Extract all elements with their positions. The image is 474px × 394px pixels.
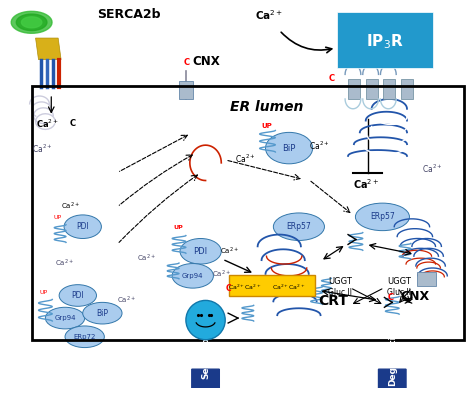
Text: PDI: PDI	[193, 247, 208, 256]
Text: UP: UP	[39, 290, 47, 295]
Bar	[179, 81, 193, 99]
Text: IP$_3$R: IP$_3$R	[365, 33, 403, 51]
Bar	[32, 86, 464, 340]
Ellipse shape	[65, 326, 104, 348]
Ellipse shape	[273, 213, 325, 240]
Text: Ca$^{2+}$: Ca$^{2+}$	[309, 139, 329, 152]
Ellipse shape	[59, 285, 97, 306]
Text: ERp72: ERp72	[73, 334, 96, 340]
Text: Ca$^{2+}$Ca$^{2+}$: Ca$^{2+}$Ca$^{2+}$	[228, 283, 262, 292]
FancyBboxPatch shape	[337, 13, 433, 69]
Text: UGGT: UGGT	[328, 277, 352, 286]
Bar	[417, 272, 437, 286]
Text: Ca$^{2+}$: Ca$^{2+}$	[353, 178, 379, 191]
Text: Ca$^{2+}$: Ca$^{2+}$	[55, 257, 74, 269]
Text: Ca$^{2+}$: Ca$^{2+}$	[137, 252, 156, 264]
Text: Gluc II: Gluc II	[328, 288, 352, 297]
Text: C: C	[184, 58, 190, 67]
Text: C: C	[70, 119, 76, 128]
Polygon shape	[36, 38, 61, 59]
Ellipse shape	[265, 132, 313, 164]
Text: UP: UP	[53, 215, 61, 220]
Text: SERCA2b: SERCA2b	[98, 8, 161, 21]
FancyArrow shape	[371, 369, 414, 394]
Text: Secretion: Secretion	[201, 330, 210, 379]
Text: CNX: CNX	[400, 290, 429, 303]
Text: CNX: CNX	[193, 54, 220, 67]
Text: Ca$^{2+}$: Ca$^{2+}$	[212, 269, 231, 280]
Ellipse shape	[356, 203, 410, 230]
Bar	[366, 79, 377, 99]
Text: PDI: PDI	[76, 222, 89, 231]
Text: ER lumen: ER lumen	[230, 100, 303, 114]
Text: UGGT: UGGT	[387, 277, 411, 286]
Text: Gluc II: Gluc II	[387, 288, 411, 297]
Text: Ca$^{2+}$Ca$^{2+}$: Ca$^{2+}$Ca$^{2+}$	[272, 283, 306, 292]
Text: UP: UP	[262, 123, 273, 130]
Text: Degradation: Degradation	[388, 323, 397, 386]
Text: BiP: BiP	[283, 143, 296, 152]
Ellipse shape	[64, 215, 101, 238]
Text: ERp57: ERp57	[370, 212, 395, 221]
Text: CRT: CRT	[319, 294, 348, 309]
Ellipse shape	[83, 302, 122, 324]
Polygon shape	[16, 14, 47, 31]
Text: C: C	[225, 284, 231, 293]
Text: UP: UP	[173, 225, 183, 230]
Text: Ca$^{2+}$: Ca$^{2+}$	[235, 152, 255, 165]
Text: Grp94: Grp94	[182, 273, 203, 279]
Bar	[348, 79, 360, 99]
Text: C: C	[387, 294, 393, 303]
Bar	[383, 79, 395, 99]
Circle shape	[186, 300, 225, 340]
FancyBboxPatch shape	[229, 275, 315, 296]
Text: C: C	[328, 74, 335, 83]
Text: Ca$^{2+}$: Ca$^{2+}$	[220, 245, 239, 257]
Text: Ca$^{2+}$: Ca$^{2+}$	[61, 200, 80, 212]
Bar	[401, 79, 413, 99]
Text: Ca$^{2+}$: Ca$^{2+}$	[422, 162, 442, 175]
Text: Ca$^{2+}$: Ca$^{2+}$	[255, 9, 283, 22]
Ellipse shape	[46, 307, 85, 329]
Text: ERp57: ERp57	[286, 222, 311, 231]
Polygon shape	[21, 17, 42, 28]
Text: PDI: PDI	[72, 291, 84, 300]
Ellipse shape	[172, 264, 213, 288]
Text: Ca$^{2+}$: Ca$^{2+}$	[117, 295, 136, 306]
Ellipse shape	[180, 238, 221, 264]
Text: Ca$^{2+}$: Ca$^{2+}$	[32, 143, 52, 155]
Polygon shape	[11, 11, 52, 33]
FancyArrow shape	[184, 369, 227, 394]
Text: BiP: BiP	[96, 309, 109, 318]
Text: Ca$^{2+}$: Ca$^{2+}$	[36, 118, 59, 130]
Text: Grp94: Grp94	[55, 315, 76, 321]
